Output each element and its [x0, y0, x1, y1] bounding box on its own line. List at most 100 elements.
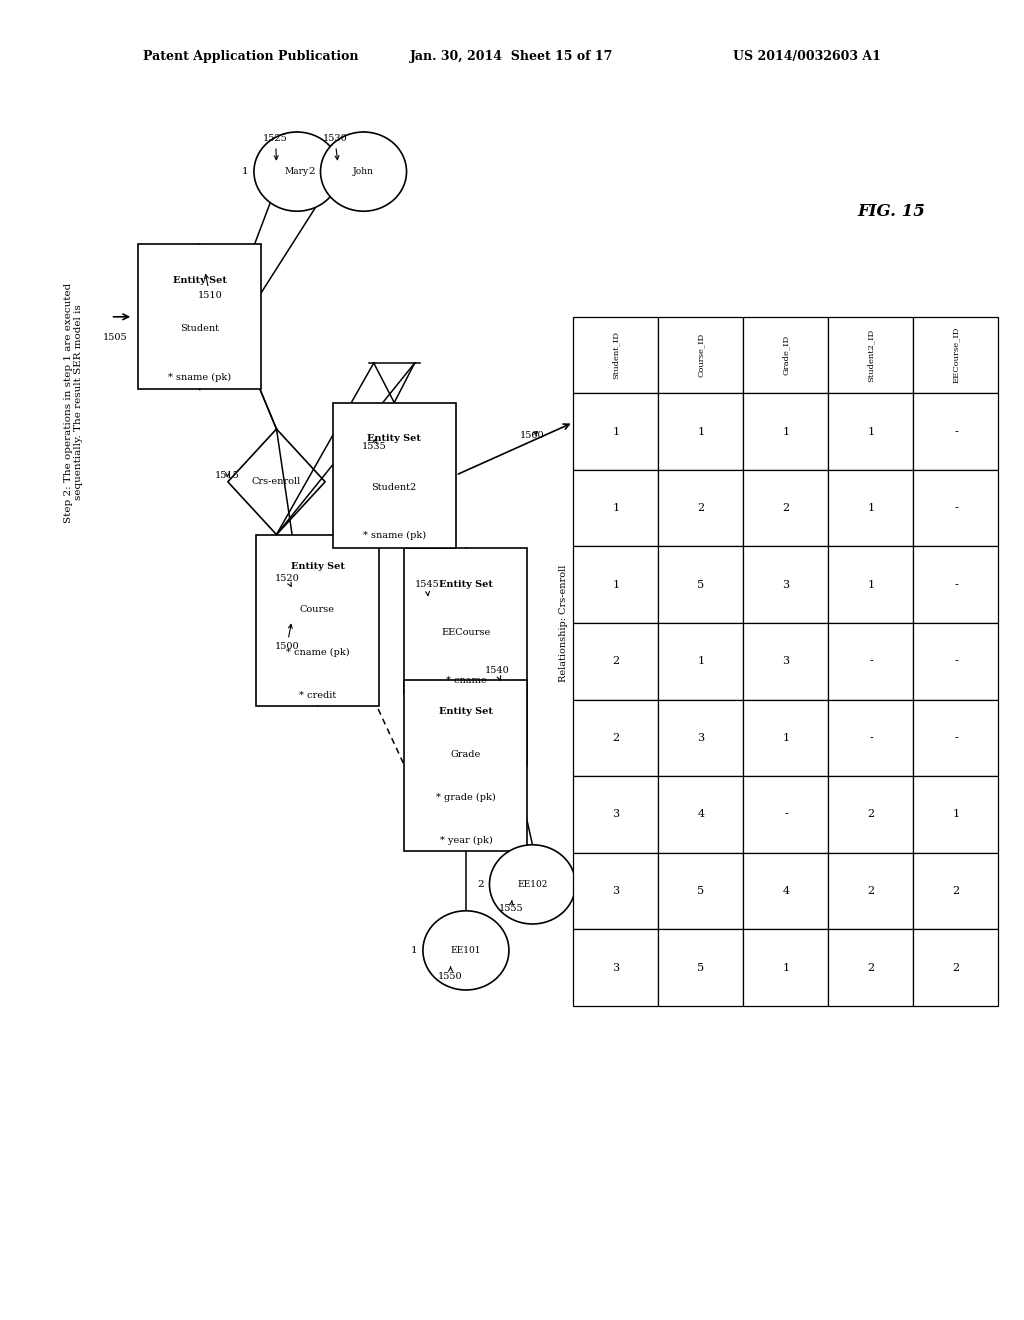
Text: 1540: 1540 — [484, 667, 509, 681]
Bar — [573, 546, 658, 623]
Text: -: - — [869, 656, 872, 667]
Text: 1: 1 — [612, 579, 620, 590]
Text: EECourse: EECourse — [441, 628, 490, 638]
Bar — [828, 393, 913, 470]
Bar — [828, 853, 913, 929]
Text: 1: 1 — [782, 962, 790, 973]
Bar — [913, 623, 998, 700]
Bar — [913, 546, 998, 623]
Text: 1: 1 — [952, 809, 959, 820]
Text: 3: 3 — [697, 733, 705, 743]
Bar — [573, 929, 658, 1006]
Bar — [743, 623, 828, 700]
Text: 1520: 1520 — [274, 574, 299, 586]
Bar — [743, 470, 828, 546]
Text: 1560: 1560 — [520, 432, 545, 441]
Text: Mary: Mary — [285, 168, 309, 176]
Text: FIG. 15: FIG. 15 — [857, 203, 925, 219]
Text: 2: 2 — [867, 962, 874, 973]
Bar — [828, 623, 913, 700]
Bar — [573, 623, 658, 700]
Text: * cname: * cname — [445, 676, 486, 685]
Text: * grade (pk): * grade (pk) — [436, 793, 496, 803]
Text: 1545: 1545 — [415, 581, 439, 595]
Text: Student2: Student2 — [372, 483, 417, 492]
Text: Entity Set: Entity Set — [439, 708, 493, 717]
Text: 1525: 1525 — [263, 135, 288, 160]
Bar — [913, 470, 998, 546]
Text: Entity Set: Entity Set — [439, 579, 493, 589]
Ellipse shape — [321, 132, 407, 211]
Bar — [743, 929, 828, 1006]
Bar — [913, 317, 998, 393]
Text: 1: 1 — [867, 426, 874, 437]
Bar — [658, 853, 743, 929]
Text: 5: 5 — [697, 886, 705, 896]
Ellipse shape — [489, 845, 575, 924]
Bar — [828, 470, 913, 546]
Text: EECourse_ID: EECourse_ID — [952, 327, 959, 383]
Bar — [743, 700, 828, 776]
Text: 1: 1 — [782, 733, 790, 743]
Bar — [828, 929, 913, 1006]
Text: * sname (pk): * sname (pk) — [168, 372, 231, 381]
Text: John: John — [353, 168, 374, 176]
Bar — [913, 776, 998, 853]
Bar — [913, 393, 998, 470]
Bar — [658, 393, 743, 470]
Text: -: - — [954, 426, 957, 437]
Text: 1: 1 — [697, 656, 705, 667]
Text: * cname (pk): * cname (pk) — [286, 648, 349, 657]
Text: 3: 3 — [782, 656, 790, 667]
Text: 2: 2 — [612, 656, 620, 667]
Text: Entity Set: Entity Set — [291, 562, 344, 572]
Text: EE102: EE102 — [517, 880, 548, 888]
Text: -: - — [954, 579, 957, 590]
Text: 1: 1 — [697, 426, 705, 437]
Bar — [743, 546, 828, 623]
Bar — [573, 853, 658, 929]
Bar — [658, 700, 743, 776]
Text: 1505: 1505 — [102, 333, 127, 342]
Text: 1: 1 — [243, 168, 249, 176]
Text: Crs-enroll: Crs-enroll — [252, 478, 301, 486]
Text: 1515: 1515 — [215, 471, 240, 480]
Text: Grade: Grade — [451, 750, 481, 759]
Text: Student_ID: Student_ID — [612, 331, 620, 379]
Text: Grade_ID: Grade_ID — [782, 335, 790, 375]
Bar — [658, 546, 743, 623]
Text: 1: 1 — [782, 426, 790, 437]
Text: 1: 1 — [867, 503, 874, 513]
Text: 3: 3 — [612, 962, 620, 973]
Text: 5: 5 — [697, 962, 705, 973]
Text: 3: 3 — [612, 809, 620, 820]
Text: 4: 4 — [697, 809, 705, 820]
Text: * sname (pk): * sname (pk) — [362, 531, 426, 540]
Text: 2: 2 — [952, 886, 959, 896]
Bar — [658, 623, 743, 700]
Text: -: - — [784, 809, 787, 820]
Bar — [913, 929, 998, 1006]
Bar — [658, 929, 743, 1006]
Text: Student: Student — [180, 325, 219, 334]
Text: 2: 2 — [309, 168, 315, 176]
Bar — [743, 393, 828, 470]
Bar — [573, 776, 658, 853]
Bar — [828, 317, 913, 393]
Bar — [828, 546, 913, 623]
Text: 2: 2 — [867, 886, 874, 896]
Bar — [573, 470, 658, 546]
Text: Relationship: Crs-enroll: Relationship: Crs-enroll — [559, 565, 568, 681]
Bar — [828, 776, 913, 853]
Text: Jan. 30, 2014  Sheet 15 of 17: Jan. 30, 2014 Sheet 15 of 17 — [411, 50, 613, 63]
Bar — [573, 700, 658, 776]
Bar — [138, 244, 261, 389]
Text: 2: 2 — [697, 503, 705, 513]
Bar — [743, 317, 828, 393]
Bar — [256, 535, 379, 706]
Bar — [828, 700, 913, 776]
Text: Patent Application Publication: Patent Application Publication — [143, 50, 358, 63]
Text: 1: 1 — [867, 579, 874, 590]
Text: Course_ID: Course_ID — [697, 333, 705, 378]
Text: -: - — [869, 733, 872, 743]
